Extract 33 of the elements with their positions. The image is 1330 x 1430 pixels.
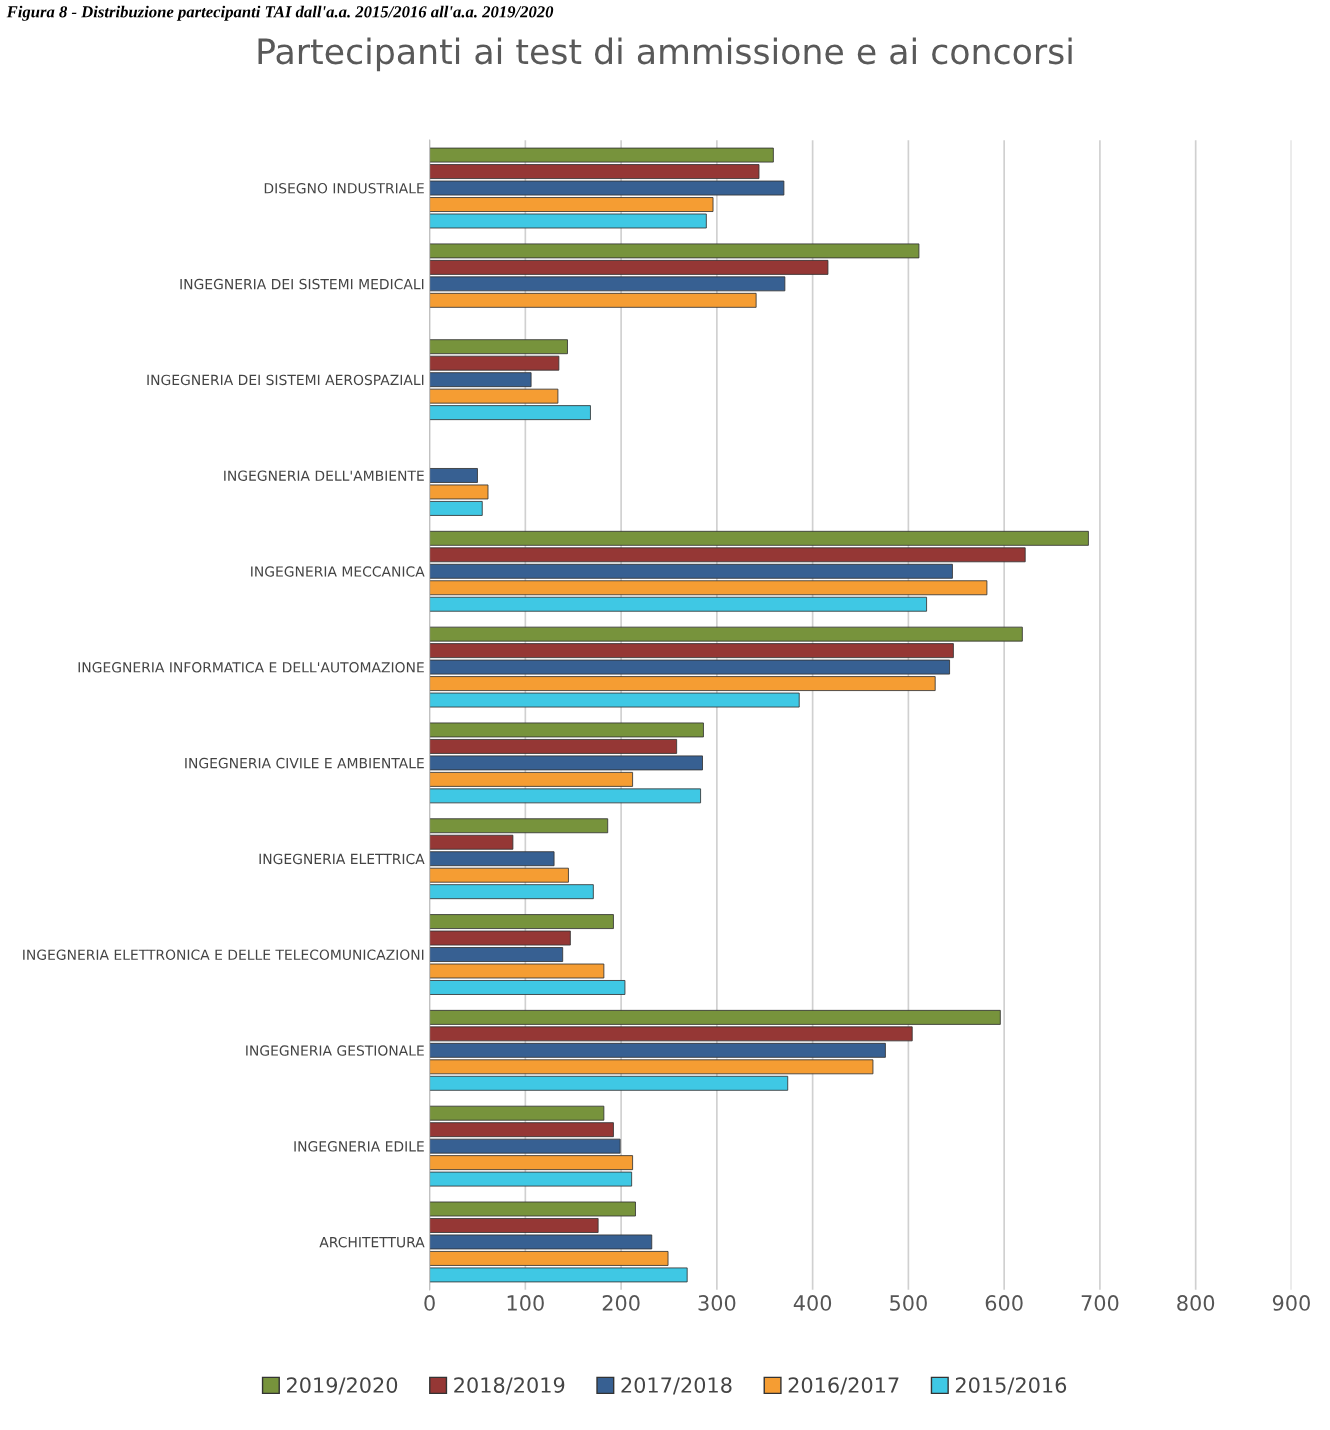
x-tick-label: 700 [1081, 1295, 1119, 1311]
y-tick-label: INGEGNERIA DEI SISTEMI AEROSPAZIALI [147, 374, 424, 386]
y-tick-label: INGEGNERIA ELETTRICA [259, 853, 425, 865]
x-tick-label: 400 [793, 1295, 832, 1311]
y-tick-label: INGEGNERIA DELL'AMBIENTE [224, 470, 424, 481]
bar [429, 1075, 789, 1091]
x-tick-label: 100 [507, 1295, 544, 1311]
y-tick-label: INGEGNERIA EDILE [294, 1141, 424, 1152]
legend-label: 2015/2016 [955, 1377, 1067, 1395]
chart-title: Partecipanti ai test di ammissione e ai concorsi [258, 37, 1072, 72]
legend-label: 2016/2017 [788, 1377, 899, 1395]
x-tick-label: 800 [1177, 1295, 1215, 1311]
y-tick-label: INGEGNERIA ELETTRONICA E DELLE TELECOMUNICAZIONI [23, 949, 424, 960]
legend-label: 2018/2019 [454, 1377, 565, 1395]
bar [429, 339, 568, 355]
bar [429, 818, 609, 834]
x-tick-label: 200 [602, 1295, 640, 1311]
y-tick-label: INGEGNERIA DEI SISTEMI MEDICALI [180, 278, 424, 290]
x-tick-label: 0 [424, 1295, 435, 1311]
bar [429, 596, 927, 612]
x-tick-label: 300 [698, 1295, 736, 1311]
legend-label: 2019/2020 [287, 1377, 398, 1395]
y-tick-label: ARCHITETTURA [319, 1236, 425, 1248]
y-tick-label: INGEGNERIA MECCANICA [251, 566, 425, 577]
y-tick-label: INGEGNERIA GESTIONALE [246, 1045, 424, 1056]
y-tick-label: INGEGNERIA INFORMATICA E DELL'AUTOMAZIONE [78, 662, 424, 673]
text: Figura 8 - Distribuzione partecipanti TAI dall'a.a. 2015/2016 all'a.a. 2019/2020 [6, 5, 554, 21]
x-tick-label: 500 [890, 1295, 927, 1311]
y-tick-label: DISEGNO INDUSTRIALE [264, 183, 424, 194]
x-tick-label: 900 [1272, 1295, 1310, 1311]
y-tick-label: INGEGNERIA CIVILE E AMBIENTALE [185, 757, 424, 769]
x-tick-label: 600 [985, 1295, 1023, 1311]
legend-label: 2017/2018 [621, 1377, 732, 1395]
